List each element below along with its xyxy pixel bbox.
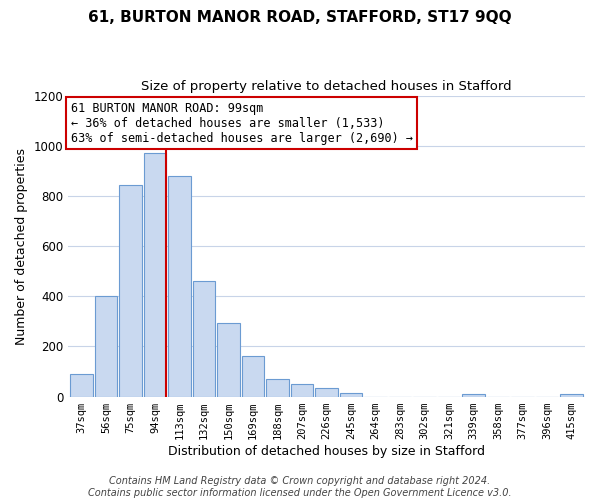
Title: Size of property relative to detached houses in Stafford: Size of property relative to detached ho… <box>141 80 512 93</box>
Bar <box>242 356 265 397</box>
Bar <box>266 379 289 396</box>
Text: Contains HM Land Registry data © Crown copyright and database right 2024.
Contai: Contains HM Land Registry data © Crown c… <box>88 476 512 498</box>
Bar <box>462 394 485 396</box>
Bar <box>560 394 583 396</box>
X-axis label: Distribution of detached houses by size in Stafford: Distribution of detached houses by size … <box>168 444 485 458</box>
Bar <box>316 388 338 396</box>
Bar <box>291 384 313 396</box>
Text: 61, BURTON MANOR ROAD, STAFFORD, ST17 9QQ: 61, BURTON MANOR ROAD, STAFFORD, ST17 9Q… <box>88 10 512 25</box>
Bar <box>144 154 166 396</box>
Bar <box>217 322 240 396</box>
Bar <box>119 184 142 396</box>
Bar <box>340 393 362 396</box>
Bar <box>95 296 118 396</box>
Text: 61 BURTON MANOR ROAD: 99sqm
← 36% of detached houses are smaller (1,533)
63% of : 61 BURTON MANOR ROAD: 99sqm ← 36% of det… <box>71 102 413 144</box>
Y-axis label: Number of detached properties: Number of detached properties <box>15 148 28 344</box>
Bar <box>193 281 215 396</box>
Bar <box>169 176 191 396</box>
Bar <box>70 374 93 396</box>
